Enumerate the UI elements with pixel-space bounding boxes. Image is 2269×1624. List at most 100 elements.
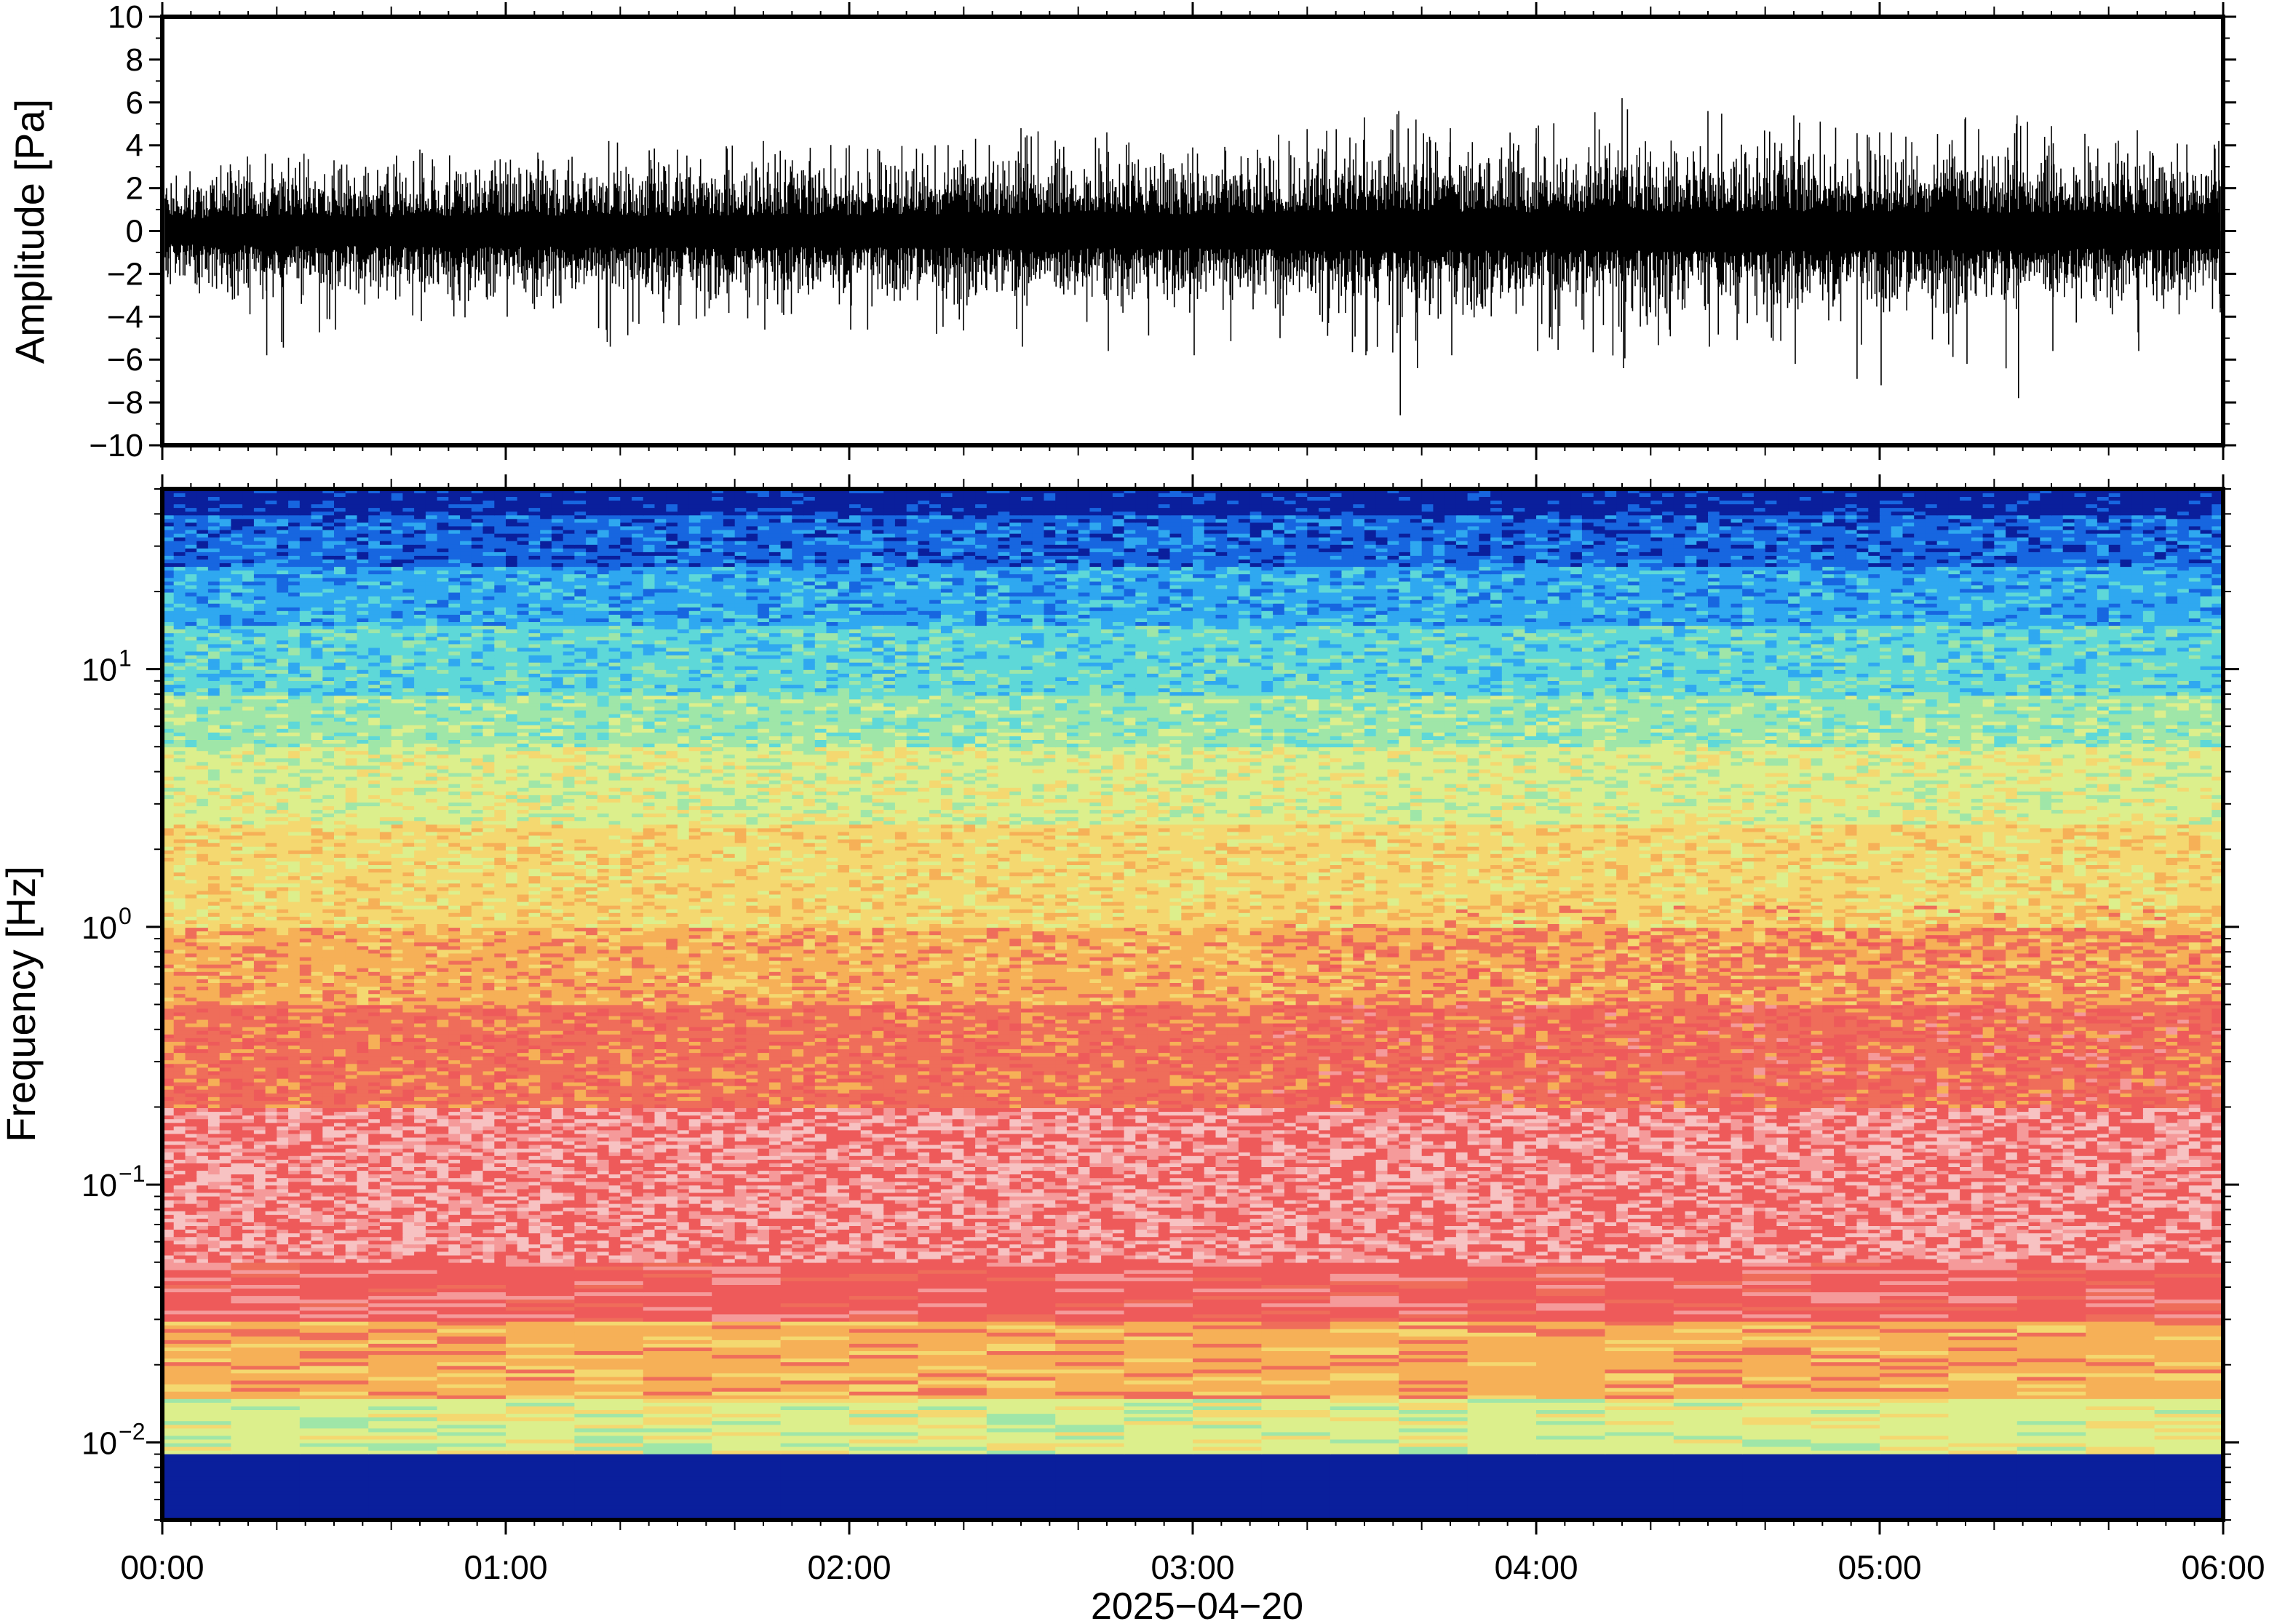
spectrogram-cell	[1674, 1248, 1686, 1252]
spectrogram-cell	[1502, 1233, 1514, 1237]
spectrogram-cell	[506, 1380, 575, 1385]
spectrogram-cell	[849, 1428, 918, 1433]
spectrogram-cell	[231, 1454, 300, 1458]
spectrogram-cell	[655, 1251, 667, 1256]
spectrogram-cell	[849, 1483, 918, 1487]
spectrogram-cell	[208, 1229, 220, 1233]
spectrogram-cell	[712, 1513, 781, 1517]
spectrogram-cell	[368, 1505, 437, 1510]
spectrogram-cell	[2166, 1259, 2178, 1263]
spectrogram-cell	[1822, 1248, 1835, 1252]
spectrogram-cell	[1754, 1248, 1766, 1252]
spectrogram-cell	[643, 1318, 712, 1322]
spectrogram-cell	[1055, 1233, 1068, 1237]
spectrogram-cell	[162, 1472, 231, 1476]
spectrogram-cell	[1399, 1295, 1468, 1299]
spectrogram-cell	[1742, 1299, 1811, 1303]
spectrogram-cell	[918, 1428, 987, 1433]
spectrogram-cell	[1193, 1325, 1262, 1329]
spectrogram-cell	[827, 1248, 839, 1252]
spectrogram-cell	[1525, 1229, 1537, 1233]
spectrogram-cell	[1742, 1314, 1811, 1318]
spectrogram-cell	[1742, 1373, 1811, 1377]
spectrogram-cell	[1605, 1277, 1674, 1281]
spectrogram-cell	[574, 1259, 587, 1263]
spectrogram-cell	[1559, 1251, 1572, 1256]
spectrogram-cell	[1193, 1366, 1262, 1370]
spectrogram-cell	[1616, 1248, 1629, 1252]
spectrogram-cell	[437, 1380, 506, 1385]
spectrogram-cell	[1376, 1233, 1388, 1237]
spectrogram-cell	[1514, 1240, 1526, 1244]
spectrogram-cell	[803, 1248, 816, 1252]
spectrogram-cell	[1811, 1336, 1880, 1340]
spectrogram-cell	[196, 1248, 209, 1252]
spectrogram-cell	[506, 1343, 575, 1348]
spectrogram-cell	[2201, 1229, 2213, 1233]
spectrogram-cell	[849, 1398, 918, 1403]
spectrogram-cell	[1605, 1465, 1674, 1469]
spectrogram-cell	[963, 1233, 976, 1237]
spectrogram-cell	[2166, 1233, 2178, 1237]
spectrogram-cell	[1536, 1487, 1605, 1492]
spectrogram-cell	[815, 1240, 827, 1244]
spectrogram-cell	[368, 1325, 437, 1329]
spectrogram-cell	[1948, 1494, 2017, 1499]
spectrogram-cell	[2086, 1251, 2098, 1256]
spectrogram-cell	[1135, 1233, 1148, 1237]
spectrogram-cell	[1868, 1229, 1880, 1233]
spectrogram-cell	[723, 1248, 736, 1252]
spectrogram-cell	[712, 1472, 781, 1476]
spectrogram-cell	[1914, 1229, 1926, 1233]
spectrogram-cell	[792, 1248, 804, 1252]
spectrogram-cell	[1261, 1314, 1330, 1318]
spectrogram-cell	[1605, 1325, 1674, 1329]
spectrogram-cell	[162, 1366, 231, 1370]
spectrogram-cell	[346, 1233, 358, 1237]
spectrogram-cell	[1124, 1384, 1193, 1388]
spectrogram-cell	[1399, 1288, 1468, 1292]
spectrogram-cell	[2017, 1336, 2086, 1340]
spectrogram-cell	[2155, 1325, 2224, 1329]
spectrogram-cell	[2086, 1505, 2155, 1510]
spectrogram-cell	[849, 1233, 862, 1237]
spectrogram-cell	[1880, 1270, 1949, 1274]
spectrogram-cell	[1055, 1240, 1068, 1244]
spectrogram-cell	[918, 1494, 987, 1499]
spectrogram-cell	[162, 1350, 231, 1355]
spectrogram-cell	[873, 1248, 885, 1252]
spectrogram-cell	[1330, 1373, 1399, 1377]
spectrogram-cell	[907, 1229, 919, 1233]
spectrogram-cell	[781, 1229, 793, 1233]
spectrogram-cell	[1800, 1251, 1812, 1256]
spectrogram-cell	[2086, 1325, 2155, 1329]
spectrogram-cell	[368, 1248, 381, 1252]
spectrogram-cell	[689, 1240, 702, 1244]
spectrogram-cell	[873, 1251, 885, 1256]
spectrogram-cell	[174, 1240, 186, 1244]
spectrogram-cell	[231, 1439, 300, 1444]
spectrogram-cell	[300, 1436, 369, 1440]
spectrogram-cell	[1674, 1373, 1743, 1377]
spectrogram-cell	[2017, 1483, 2086, 1487]
spectrogram-cell	[712, 1380, 781, 1385]
spectrogram-cell	[1261, 1384, 1330, 1388]
spectrogram-cell	[849, 1465, 918, 1469]
spectrogram-cell	[506, 1361, 575, 1366]
spectrogram-cell	[1880, 1299, 1949, 1303]
spectrogram-cell	[632, 1233, 644, 1237]
spectrogram-cell	[1948, 1417, 2017, 1421]
spectrogram-cell	[2155, 1295, 2224, 1299]
spectrogram-cell	[380, 1251, 392, 1256]
spectrogram-cell	[895, 1251, 907, 1256]
spectrogram-cell	[2051, 1259, 2064, 1263]
spectrogram-cell	[1227, 1259, 1239, 1263]
spectrogram-cell	[1628, 1240, 1640, 1244]
spectrogram-cell	[963, 1251, 976, 1256]
spectrogram-cell	[1811, 1350, 1880, 1355]
spectrogram-cell	[1536, 1248, 1549, 1252]
spectrogram-cell	[1948, 1465, 2017, 1469]
spectrogram-cell	[231, 1465, 300, 1469]
spectrogram-cell	[2075, 1259, 2087, 1263]
spectrogram-cell	[437, 1505, 506, 1510]
